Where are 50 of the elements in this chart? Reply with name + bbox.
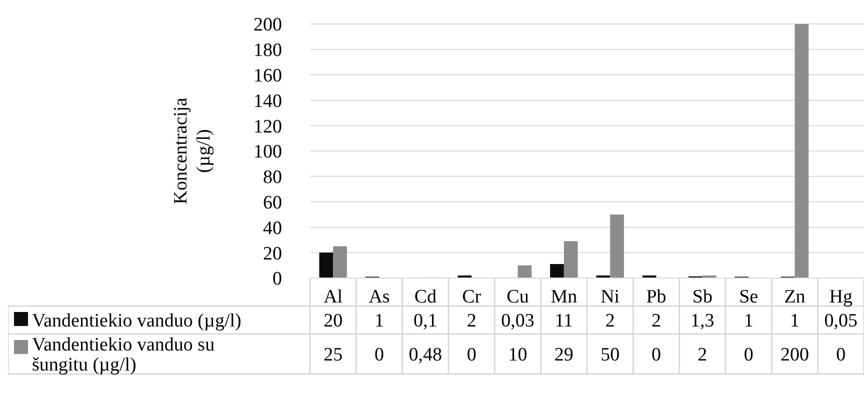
x-tick-label: Cu <box>506 286 530 308</box>
y-tick-label: 200 <box>254 14 282 36</box>
data-label: 25 <box>324 344 343 366</box>
y-tick-label: 180 <box>254 40 282 62</box>
x-tick-label: Cr <box>462 286 482 308</box>
x-tick-label: Cd <box>414 286 437 308</box>
x-tick-label: Hg <box>829 286 854 308</box>
data-label: 0 <box>744 344 754 366</box>
y-axis-title: Koncentracija (µg/l) <box>170 97 214 204</box>
data-label: 200 <box>780 344 809 366</box>
data-label: 50 <box>600 344 620 366</box>
data-label: 0,1 <box>414 310 438 332</box>
y-tick-label: 120 <box>254 116 282 138</box>
data-label: 0,05 <box>824 310 858 332</box>
data-label: 2 <box>652 310 661 332</box>
y-tick-label: 60 <box>263 192 282 214</box>
x-tick-label: Sb <box>692 286 712 308</box>
x-tick-label: Pb <box>646 286 666 308</box>
data-label: 0 <box>652 344 661 366</box>
y-tick-label: 160 <box>254 65 282 86</box>
data-label: 20 <box>324 310 343 332</box>
data-label: 0 <box>836 344 846 366</box>
y-tick-label: 20 <box>263 243 282 264</box>
data-label: 2 <box>698 344 708 366</box>
data-label: 1 <box>790 310 800 332</box>
data-label: 0 <box>466 344 476 366</box>
data-label: 2 <box>466 310 476 332</box>
y-tick-label: 140 <box>254 90 282 112</box>
legend-label: Vandentiekio vanduo (µg/l) <box>32 310 242 332</box>
data-label: 10 <box>508 344 528 366</box>
x-tick-label: Ni <box>600 286 620 308</box>
data-label: 29 <box>554 344 574 366</box>
x-tick-label: Mn <box>550 286 578 308</box>
x-tick-label: Se <box>739 286 758 308</box>
y-tick-label: 40 <box>263 218 282 239</box>
data-label: 1 <box>374 310 384 332</box>
x-tick-label: Zn <box>784 286 806 308</box>
data-label: 11 <box>554 310 574 332</box>
data-label: 1,3 <box>690 310 714 332</box>
x-tick-label: As <box>368 286 390 308</box>
x-tick-label: Al <box>324 286 343 308</box>
data-label: 0 <box>374 344 384 366</box>
data-label: 0,48 <box>408 344 442 366</box>
data-label: 1 <box>744 310 754 332</box>
data-label: 0,03 <box>501 310 534 332</box>
y-tick-label: 0 <box>272 268 282 290</box>
y-tick-label: 100 <box>254 142 282 163</box>
legend-label: Vandentiekio vanduo su šungitu (µg/l) <box>32 334 216 376</box>
data-label: 2 <box>605 310 615 332</box>
y-tick-label: 80 <box>263 167 282 188</box>
